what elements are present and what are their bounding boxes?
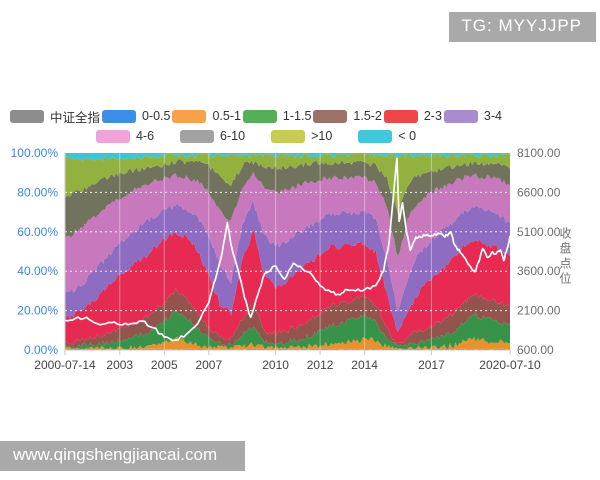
legend-swatch-olive [271,129,306,143]
x-tick-label: 2010 [262,358,289,372]
legend-swatch-gray2 [180,129,215,143]
legend-label: 2-3 [423,109,442,123]
legend-swatch-blue [101,109,136,123]
legend-swatch-orange [172,109,207,123]
legend-label: 中证全指 [50,110,101,125]
legend-swatch-gray [10,109,44,123]
x-tick-label: 2014 [351,358,378,372]
right-axis-title: 收盘点位 [558,227,572,287]
legend-item-0.5-1[interactable]: 0.5-1 [172,109,241,123]
index-line-中证全指 [64,157,511,342]
y-right-tick-label: 2100.00 [517,304,561,318]
area-band-3-4 [65,200,510,332]
legend-item-3-4[interactable]: 3-4 [443,109,502,123]
legend-item-2-3[interactable]: 2-3 [383,109,442,123]
legend-swatch-pink [95,129,130,143]
legend-item-1.5-2[interactable]: 1.5-2 [313,109,382,123]
tg-watermark: TG: MYYJJPP [449,12,596,42]
legend-item-0-0.5[interactable]: 0-0.5 [101,109,171,123]
area-band-< 0 [65,153,510,162]
y-left-tick-label: 80.00% [17,185,58,199]
area-band-2-3 [65,229,510,346]
legend-label: 1-1.5 [282,109,312,123]
legend-row-1: 中证全指 0-0.5 0.5-1 1-1.5 1.5-2 2-3 [10,106,502,126]
area-band-1.5-2 [65,288,510,349]
y-left-tick-label: 0.00% [24,343,58,357]
legend-label: >10 [311,129,333,143]
legend-swatch-brown [313,109,348,123]
legend-item-csi-all-share[interactable]: 中证全指 [10,107,100,126]
legend-item-4-6[interactable]: 4-6 [95,129,155,143]
x-tick-label: 2017 [418,358,445,372]
legend-swatch-red [383,109,418,123]
y-right-tick-label: 6600.00 [517,185,561,199]
legend-label: 4-6 [135,129,155,143]
legend-label: < 0 [398,129,417,143]
x-tick-label: 2005 [151,358,178,372]
y-right-tick-label: 5100.00 [517,225,561,239]
y-right-tick-label: 3600.00 [517,264,561,278]
x-tick-label: 2000-07-14 [34,358,96,372]
legend-label: 3-4 [483,109,502,123]
x-tick-label: 2020-07-10 [479,358,541,372]
y-left-tick-label: 60.00% [17,225,58,239]
x-tick-label: 2003 [106,358,133,372]
legend-swatch-green [242,109,277,123]
chart-legend: 中证全指 0-0.5 0.5-1 1-1.5 1.5-2 2-3 [10,106,502,146]
legend-item-1-1.5[interactable]: 1-1.5 [242,109,312,123]
legend-item-gt10[interactable]: >10 [271,129,332,143]
legend-label: 6-10 [220,129,246,143]
x-tick-label: 2012 [307,358,334,372]
y-left-tick-label: 40.00% [17,264,58,278]
legend-swatch-purple [443,109,478,123]
legend-label: 0.5-1 [212,109,241,123]
x-tick-label: 2007 [195,358,222,372]
legend-label: 0-0.5 [141,109,171,123]
legend-item-lt0[interactable]: < 0 [358,129,416,143]
area-band-6-10 [65,159,510,257]
legend-item-6-10[interactable]: 6-10 [180,129,245,143]
legend-label: 1.5-2 [353,109,382,123]
y-right-tick-label: 8100.00 [517,146,561,160]
legend-row-2: 4-6 6-10 >10 < 0 [10,126,502,146]
legend-swatch-cyan [358,129,393,143]
area-band-4-6 [65,171,510,312]
area-band-1-1.5 [65,310,510,350]
y-left-tick-label: 20.00% [17,304,58,318]
y-left-tick-label: 100.00% [11,146,59,160]
y-right-tick-label: 600.00 [517,343,554,357]
site-watermark: www.qingshengjiancai.com [0,441,245,471]
